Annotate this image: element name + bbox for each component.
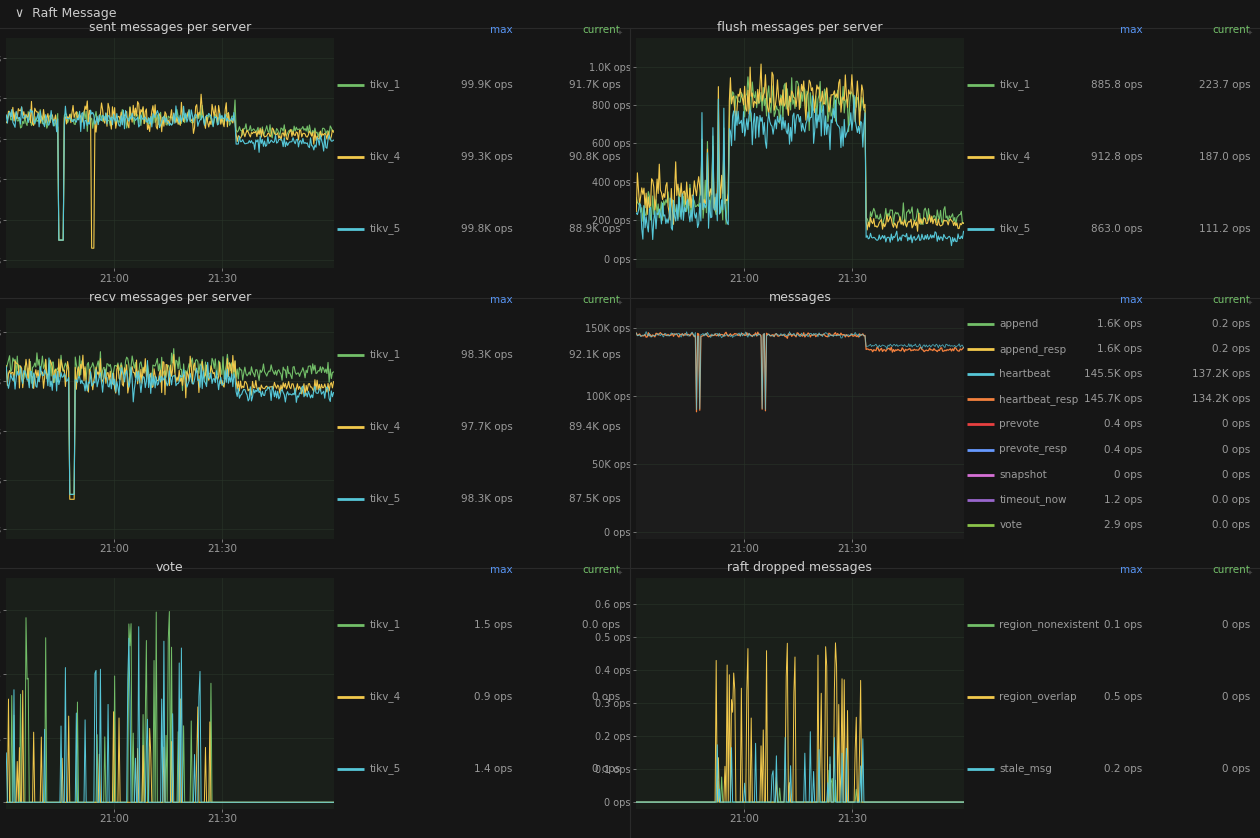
Text: flush messages per server: flush messages per server	[717, 20, 883, 34]
Text: max: max	[1120, 295, 1143, 305]
Text: ✦: ✦	[616, 570, 622, 576]
Text: sent messages per server: sent messages per server	[88, 20, 251, 34]
Text: tikv_1: tikv_1	[999, 79, 1031, 90]
Text: 912.8 ops: 912.8 ops	[1091, 152, 1143, 162]
Text: 187.0 ops: 187.0 ops	[1200, 152, 1251, 162]
Text: tikv_5: tikv_5	[999, 224, 1031, 235]
Text: 145.5K ops: 145.5K ops	[1084, 370, 1143, 380]
Text: 1.5 ops: 1.5 ops	[474, 620, 513, 630]
Text: 0 ops: 0 ops	[1222, 764, 1251, 774]
Text: 1.4 ops: 1.4 ops	[474, 764, 513, 774]
Text: 99.9K ops: 99.9K ops	[461, 80, 513, 90]
Text: 90.8K ops: 90.8K ops	[570, 152, 621, 162]
Text: 88.9K ops: 88.9K ops	[568, 224, 621, 234]
Text: 0 ops: 0 ops	[592, 764, 621, 774]
Text: tikv_1: tikv_1	[369, 79, 401, 90]
Text: tikv_4: tikv_4	[369, 691, 401, 702]
Text: 223.7 ops: 223.7 ops	[1200, 80, 1251, 90]
Text: tikv_1: tikv_1	[369, 349, 401, 360]
Text: 0 ops: 0 ops	[1114, 469, 1143, 479]
Text: tikv_4: tikv_4	[369, 422, 401, 432]
Text: current: current	[582, 566, 621, 576]
Text: max: max	[490, 295, 513, 305]
Text: recv messages per server: recv messages per server	[88, 291, 251, 303]
Text: region_overlap: region_overlap	[999, 691, 1077, 702]
Text: 0.5 ops: 0.5 ops	[1104, 692, 1143, 702]
Text: tikv_4: tikv_4	[369, 151, 401, 162]
Text: vote: vote	[999, 520, 1022, 530]
Text: ∨  Raft Message: ∨ Raft Message	[15, 8, 117, 20]
Text: current: current	[582, 295, 621, 305]
Text: 145.7K ops: 145.7K ops	[1084, 395, 1143, 405]
Text: 1.6K ops: 1.6K ops	[1097, 344, 1143, 354]
Text: 111.2 ops: 111.2 ops	[1200, 224, 1251, 234]
Text: ✦: ✦	[1246, 29, 1252, 36]
Text: current: current	[1212, 25, 1251, 35]
Text: 2.9 ops: 2.9 ops	[1104, 520, 1143, 530]
Text: 137.2K ops: 137.2K ops	[1192, 370, 1251, 380]
Text: tikv_4: tikv_4	[999, 151, 1031, 162]
Text: 0.1 ops: 0.1 ops	[1104, 620, 1143, 630]
Text: 99.3K ops: 99.3K ops	[461, 152, 513, 162]
Text: stale_msg: stale_msg	[999, 763, 1052, 774]
Text: 87.5K ops: 87.5K ops	[568, 494, 621, 504]
Text: ✦: ✦	[1246, 570, 1252, 576]
Text: 0 ops: 0 ops	[1222, 444, 1251, 454]
Text: 885.8 ops: 885.8 ops	[1091, 80, 1143, 90]
Text: 0.0 ops: 0.0 ops	[1212, 520, 1251, 530]
Text: 0 ops: 0 ops	[1222, 692, 1251, 702]
Text: tikv_5: tikv_5	[369, 224, 401, 235]
Text: 89.4K ops: 89.4K ops	[568, 422, 621, 432]
Text: current: current	[582, 25, 621, 35]
Text: 0 ops: 0 ops	[1222, 469, 1251, 479]
Text: max: max	[1120, 566, 1143, 576]
Text: max: max	[490, 25, 513, 35]
Text: current: current	[1212, 566, 1251, 576]
Text: 863.0 ops: 863.0 ops	[1091, 224, 1143, 234]
Text: tikv_5: tikv_5	[369, 763, 401, 774]
Text: max: max	[1120, 25, 1143, 35]
Text: 98.3K ops: 98.3K ops	[461, 349, 513, 360]
Text: ✦: ✦	[616, 29, 622, 36]
Text: 0.0 ops: 0.0 ops	[582, 620, 621, 630]
Text: ✦: ✦	[616, 300, 622, 306]
Text: current: current	[1212, 295, 1251, 305]
Text: 0.2 ops: 0.2 ops	[1212, 344, 1251, 354]
Text: append: append	[999, 319, 1038, 329]
Text: 1.6K ops: 1.6K ops	[1097, 319, 1143, 329]
Text: 99.8K ops: 99.8K ops	[461, 224, 513, 234]
Text: prevote_resp: prevote_resp	[999, 444, 1067, 455]
Text: 134.2K ops: 134.2K ops	[1192, 395, 1251, 405]
Text: append_resp: append_resp	[999, 344, 1066, 354]
Text: prevote: prevote	[999, 420, 1040, 429]
Text: 98.3K ops: 98.3K ops	[461, 494, 513, 504]
Text: raft dropped messages: raft dropped messages	[727, 561, 872, 574]
Text: 0.2 ops: 0.2 ops	[1104, 764, 1143, 774]
Text: 0.4 ops: 0.4 ops	[1104, 444, 1143, 454]
Text: ✦: ✦	[1246, 300, 1252, 306]
Text: 1.2 ops: 1.2 ops	[1104, 494, 1143, 504]
Text: 0.9 ops: 0.9 ops	[474, 692, 513, 702]
Text: max: max	[490, 566, 513, 576]
Text: 0 ops: 0 ops	[1222, 620, 1251, 630]
Text: snapshot: snapshot	[999, 469, 1047, 479]
Text: 0 ops: 0 ops	[592, 692, 621, 702]
Text: 0.0 ops: 0.0 ops	[1212, 494, 1251, 504]
Text: heartbeat_resp: heartbeat_resp	[999, 394, 1079, 405]
Text: messages: messages	[769, 291, 832, 303]
Text: tikv_1: tikv_1	[369, 619, 401, 630]
Text: tikv_5: tikv_5	[369, 494, 401, 504]
Text: 0.2 ops: 0.2 ops	[1212, 319, 1251, 329]
Text: timeout_now: timeout_now	[999, 494, 1067, 505]
Text: region_nonexistent: region_nonexistent	[999, 619, 1100, 630]
Text: vote: vote	[156, 561, 184, 574]
Text: 92.1K ops: 92.1K ops	[568, 349, 621, 360]
Text: heartbeat: heartbeat	[999, 370, 1051, 380]
Text: 91.7K ops: 91.7K ops	[568, 80, 621, 90]
Text: 97.7K ops: 97.7K ops	[461, 422, 513, 432]
Text: 0 ops: 0 ops	[1222, 420, 1251, 429]
Text: 0.4 ops: 0.4 ops	[1104, 420, 1143, 429]
